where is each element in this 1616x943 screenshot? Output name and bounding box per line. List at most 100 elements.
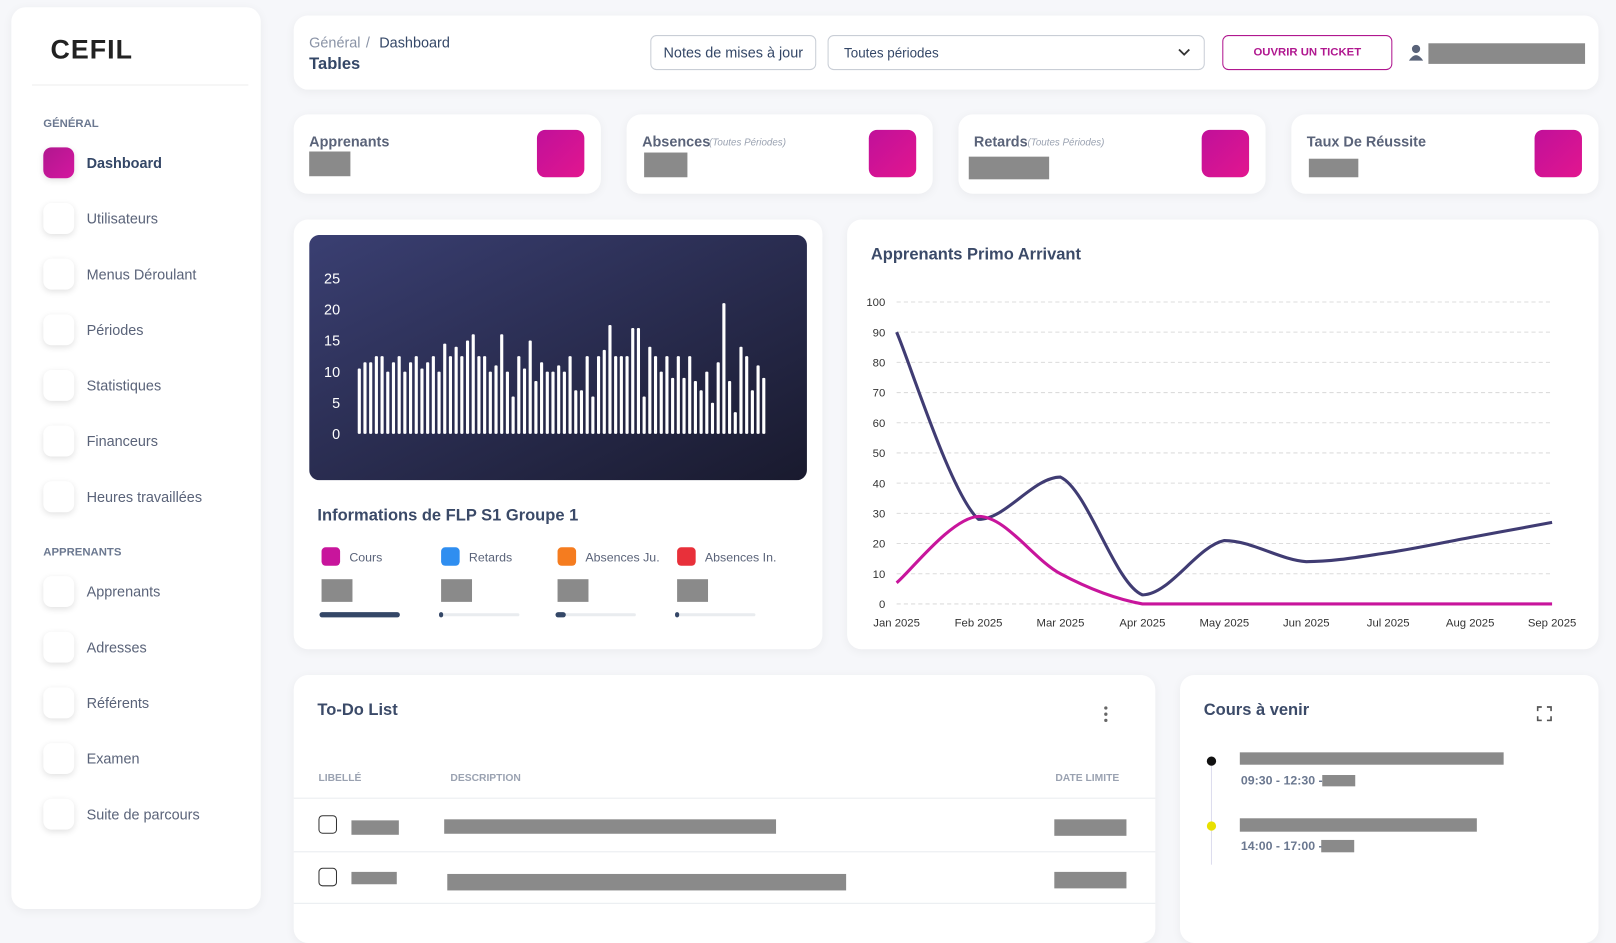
bar <box>614 356 618 434</box>
user-icon[interactable] <box>1408 44 1424 61</box>
bar <box>625 356 629 434</box>
stat-label: Absences <box>642 132 711 150</box>
nav-item[interactable]: Utilisateurs <box>86 210 158 227</box>
upcoming-title: Cours à venir <box>1203 701 1310 720</box>
bar <box>682 377 686 434</box>
redacted <box>1239 752 1504 765</box>
timeline <box>1210 765 1212 865</box>
section-title: APPRENANTS <box>43 546 122 559</box>
nav-icon <box>43 687 75 719</box>
nav-item[interactable]: Adresses <box>86 638 147 656</box>
menu-icon[interactable] <box>1102 706 1110 723</box>
bar <box>659 371 663 434</box>
nav-icon <box>43 314 75 346</box>
redacted <box>1308 158 1359 178</box>
redacted <box>1054 819 1127 836</box>
stage: CEFIL GÉNÉRAL Dashboard Utilisateurs Menus … <box>31 15 1599 904</box>
bar <box>414 356 418 434</box>
nav-item[interactable]: Référents <box>86 694 150 712</box>
event-time: 14:00 - 17:00 - <box>1240 838 1323 854</box>
bar <box>403 371 407 434</box>
bar <box>762 377 766 434</box>
nav-item[interactable]: Apprenants <box>86 583 161 600</box>
info-icon <box>441 547 460 566</box>
progress-fill <box>319 612 400 618</box>
bar <box>619 356 623 434</box>
nav-item[interactable]: Financeurs <box>86 432 158 450</box>
nav-item[interactable]: Heures travaillées <box>86 488 203 505</box>
notes-button[interactable]: Notes de mises à jour <box>650 35 817 71</box>
bar <box>534 380 538 434</box>
stat-note: (Toutes Périodes) <box>709 137 786 149</box>
bar <box>431 356 435 434</box>
divider <box>31 84 249 86</box>
nav-icon <box>43 425 75 457</box>
bar <box>562 371 566 434</box>
y-tick-label: 0 <box>332 427 340 443</box>
y-tick-label: 5 <box>332 396 340 412</box>
bar <box>602 349 606 434</box>
nav-item[interactable]: Dashboard <box>86 154 162 172</box>
bar <box>551 371 555 434</box>
info-card: 0 5 10 15 20 25 Informations de FLP S1 Groupe… <box>293 219 823 650</box>
nav-icon <box>43 203 75 234</box>
bar <box>608 324 612 434</box>
nav-icon <box>43 798 75 830</box>
bar <box>437 371 441 434</box>
bar <box>733 412 737 434</box>
bar <box>471 334 475 434</box>
progress-track <box>675 612 756 618</box>
header: Général / Dashboard Tables Notes de mise… <box>293 15 1599 90</box>
bar <box>448 356 453 434</box>
stat-label: Apprenants <box>309 132 390 150</box>
stat-card: Apprenants <box>293 114 601 194</box>
bar <box>540 362 544 434</box>
bar <box>557 365 561 434</box>
nav-icon <box>43 576 75 608</box>
bar <box>750 390 754 434</box>
redacted <box>1321 839 1355 853</box>
page: CEFIL GÉNÉRAL Dashboard Utilisateurs Menus … <box>31 15 1599 904</box>
stat-note: (Toutes Périodes) <box>1027 137 1105 149</box>
stat-card: Retards (Toutes Périodes) <box>958 114 1266 194</box>
nav-item[interactable]: Statistiques <box>86 377 162 394</box>
bar <box>579 390 584 434</box>
bar <box>454 346 458 434</box>
checkbox[interactable] <box>318 867 338 887</box>
progress-fill <box>555 612 566 618</box>
nav-item[interactable]: Périodes <box>86 321 144 339</box>
nav-item[interactable]: Examen <box>86 750 140 767</box>
bar <box>374 356 378 434</box>
stat-card: Taux De Réussite <box>1291 114 1599 194</box>
progress-fill <box>675 612 680 618</box>
redacted <box>644 152 688 178</box>
stat-icon <box>1534 129 1582 178</box>
stat-icon <box>1201 129 1250 178</box>
checkbox[interactable] <box>318 815 338 834</box>
nav-item[interactable]: Suite de parcours <box>86 805 200 823</box>
ticket-button[interactable]: OUVRIR UN TICKET <box>1222 35 1393 71</box>
logo[interactable]: CEFIL <box>50 34 134 65</box>
bar <box>528 340 532 434</box>
chevron <box>1178 48 1190 56</box>
row-line <box>293 797 1156 799</box>
redacted <box>557 579 589 602</box>
bar <box>642 396 646 434</box>
redacted <box>351 820 399 835</box>
progress-track <box>319 612 400 618</box>
breadcrumb-link[interactable]: Général <box>309 34 361 51</box>
nav-item[interactable]: Menus Déroulant <box>86 265 197 283</box>
bar <box>728 380 732 434</box>
event-time: 09:30 - 12:30 - <box>1240 772 1323 788</box>
period-select[interactable]: Toutes périodes <box>827 35 1205 71</box>
bar <box>739 346 743 434</box>
bar <box>688 356 692 434</box>
nav-icon <box>43 147 75 179</box>
bar <box>488 371 492 434</box>
stat-label: Retards <box>973 132 1028 150</box>
redacted <box>444 819 777 834</box>
bar <box>517 356 521 434</box>
redacted <box>968 156 1050 180</box>
redacted <box>441 579 473 602</box>
expand-icon[interactable] <box>1536 706 1552 722</box>
